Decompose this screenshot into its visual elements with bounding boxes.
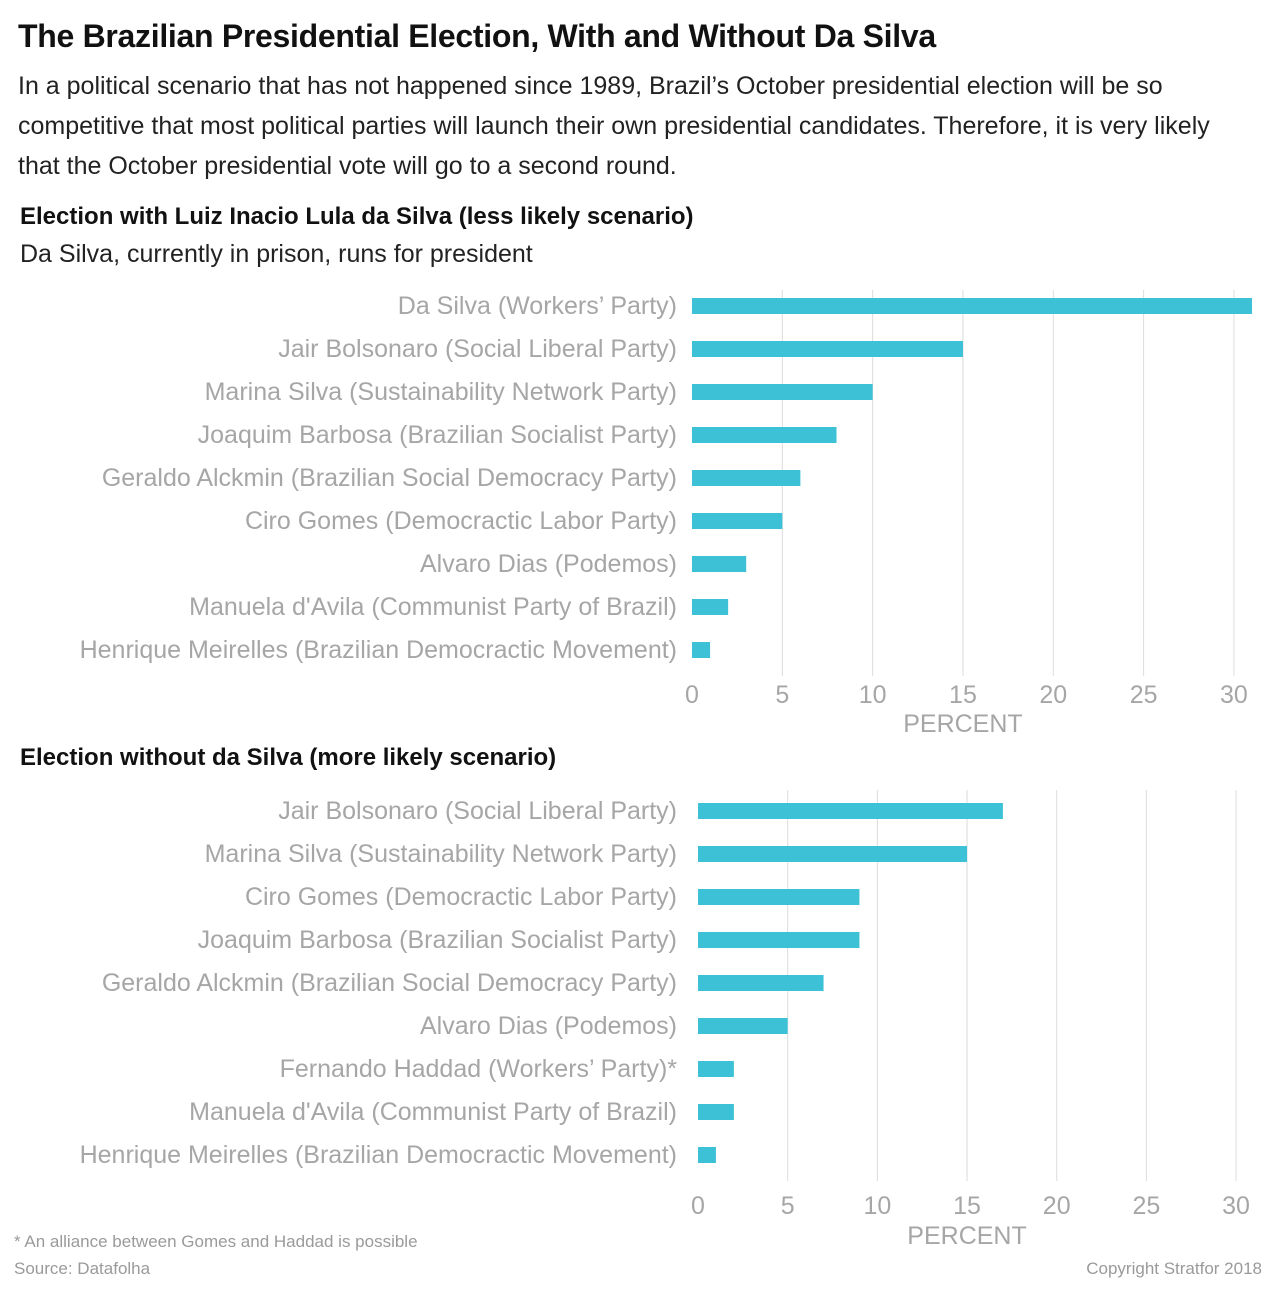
chart2-tick-label: 30 [1222,1192,1250,1220]
chart2-category-label: Geraldo Alckmin (Brazilian Social Democr… [102,969,677,997]
chart1-tick-label: 15 [949,681,977,709]
chart1-tick-label: 5 [775,681,789,709]
chart2-bar [698,1018,788,1034]
chart1-category-label: Marina Silva (Sustainability Network Par… [205,378,677,406]
source-note: Source: Datafolha [14,1259,151,1278]
chart2-title: Election without da Silva (more likely s… [20,744,557,771]
chart2-bar [698,889,860,905]
chart2-category-label: Henrique Meirelles (Brazilian Democracti… [80,1141,677,1169]
chart2-category-label: Alvaro Dias (Podemos) [420,1012,677,1040]
chart1-category-label: Ciro Gomes (Democractic Labor Party) [245,507,677,535]
chart2-bar [698,932,860,948]
chart1-category-label: Joaquim Barbosa (Brazilian Socialist Par… [198,421,677,449]
chart1-bar [692,384,873,400]
chart1-bar-chart: Da Silva (Workers’ Party) Jair Bolsonaro … [80,290,1252,738]
chart1-tick-label: 30 [1220,681,1248,709]
chart2-x-axis-label: PERCENT [907,1222,1026,1250]
chart2-tick-label: 25 [1132,1192,1160,1220]
chart1-category-label: Henrique Meirelles (Brazilian Democracti… [80,636,677,664]
chart2-bar [698,975,824,991]
chart1-subtitle: Da Silva, currently in prison, runs for … [20,240,533,268]
chart2-bar [698,1061,734,1077]
chart2-category-label: Marina Silva (Sustainability Network Par… [205,840,677,868]
chart2-tick-label: 20 [1043,1192,1071,1220]
chart2-category-label: Jair Bolsonaro (Social Liberal Party) [278,797,677,825]
chart2-tick-label: 15 [953,1192,981,1220]
chart1-bar [692,470,801,486]
chart2-category-label: Fernando Haddad (Workers’ Party)* [280,1055,678,1083]
chart2-category-label: Manuela d'Avila (Communist Party of Braz… [189,1098,677,1126]
chart1-tick-label: 20 [1039,681,1067,709]
chart1-title: Election with Luiz Inacio Lula da Silva … [20,203,694,230]
chart1-category-label: Jair Bolsonaro (Social Liberal Party) [278,335,677,363]
chart1-bar [692,298,1252,314]
page-title: The Brazilian Presidential Election, Wit… [18,18,936,54]
chart1-bar [692,341,963,357]
chart2-tick-label: 5 [781,1192,795,1220]
copyright-note: Copyright Stratfor 2018 [1086,1259,1262,1278]
chart1-bar [692,599,729,615]
chart2-tick-label: 10 [863,1192,891,1220]
chart1-bar [692,513,783,529]
chart1-tick-label: 25 [1130,681,1158,709]
chart1-x-axis-label: PERCENT [903,710,1022,738]
chart1-category-label: Geraldo Alckmin (Brazilian Social Democr… [102,464,677,492]
chart2-bar [698,846,968,862]
chart1-bar [692,642,711,658]
intro-text: In a political scenario that has not hap… [18,72,1210,180]
chart1-category-label: Manuela d'Avila (Communist Party of Braz… [189,593,677,621]
chart1-category-label: Alvaro Dias (Podemos) [420,550,677,578]
chart2-category-label: Joaquim Barbosa (Brazilian Socialist Par… [198,926,677,954]
footnote: * An alliance between Gomes and Haddad i… [14,1232,418,1251]
chart2-category-label: Ciro Gomes (Democractic Labor Party) [245,883,677,911]
chart1-tick-label: 0 [685,681,699,709]
chart1-bar [692,427,837,443]
chart2-bar-chart: Jair Bolsonaro (Social Liberal Party) Mar… [80,790,1250,1250]
chart1-category-label: Da Silva (Workers’ Party) [398,292,677,320]
chart1-bar [692,556,747,572]
chart2-bar [698,803,1003,819]
chart2-tick-label: 0 [691,1192,705,1220]
chart2-bar [698,1104,734,1120]
chart2-bar [698,1147,716,1163]
chart1-tick-label: 10 [859,681,887,709]
